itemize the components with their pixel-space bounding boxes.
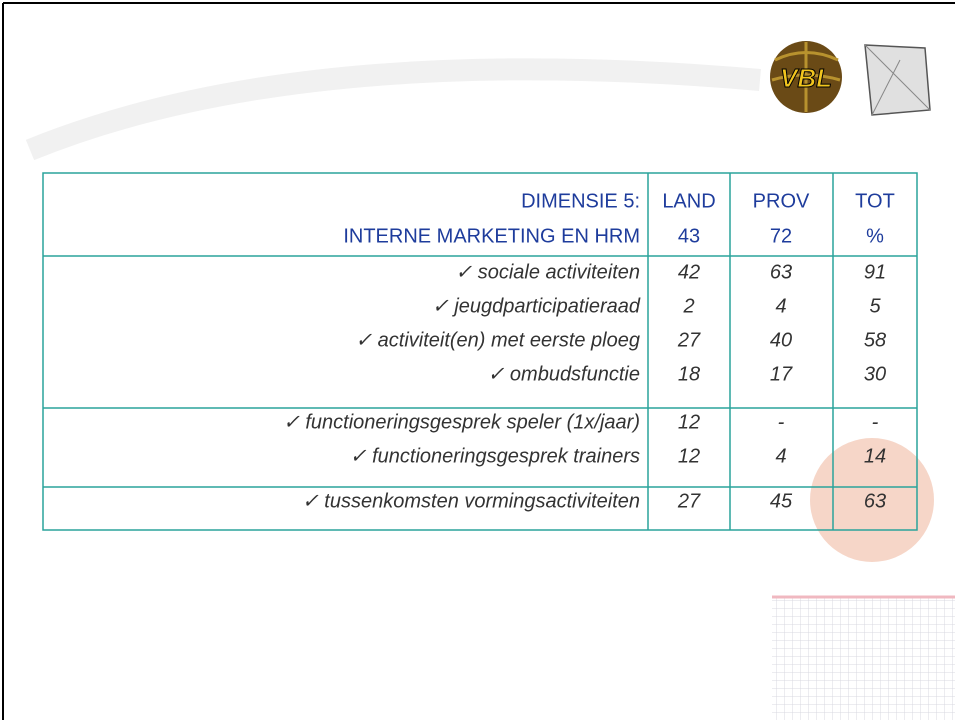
header-cell: PROV (753, 190, 810, 212)
row-cell: 63 (770, 261, 792, 283)
header-cell: 43 (678, 225, 700, 247)
row-cell: 4 (775, 295, 786, 317)
header-cell: LAND (662, 190, 715, 212)
row-cell: 2 (682, 295, 694, 317)
table: DIMENSIE 5: LAND PROV TOT INTERNE MARKETING … (43, 173, 917, 530)
row-cell: 27 (677, 490, 701, 512)
row-cell: 45 (770, 490, 793, 512)
header-cell: INTERNE MARKETING EN HRM (343, 225, 640, 247)
table-border (42, 172, 918, 531)
row-cell: - (872, 411, 879, 433)
row-label: ✓ ombudsfunctie (488, 363, 640, 385)
logo-text: VBL (780, 63, 832, 93)
row-cell: 14 (864, 445, 886, 467)
row-cell: 4 (775, 445, 786, 467)
row-cell: 91 (864, 261, 886, 283)
row-cell: 12 (678, 445, 700, 467)
row-cell: 27 (677, 329, 701, 351)
row-cell: 63 (864, 490, 886, 512)
row-label: ✓ activiteit(en) met eerste ploeg (355, 329, 640, 351)
row-cell: 17 (770, 363, 793, 385)
row-label: ✓ functioneringsgesprek speler (1x/jaar) (283, 411, 640, 433)
row-label: ✓ tussenkomsten vormingsactiviteiten (302, 490, 640, 512)
row-cell: - (778, 411, 785, 433)
row-cell: 58 (864, 329, 886, 351)
row-label: ✓ sociale activiteiten (455, 261, 640, 283)
quality-logo (864, 44, 931, 116)
decor-grid (772, 596, 955, 720)
row-label: ✓ jeugdparticipatieraad (432, 295, 641, 317)
row-cell: 5 (869, 295, 881, 317)
highlight-circle (810, 438, 934, 562)
header-cell: % (866, 225, 884, 247)
decor-arc (25, 58, 761, 161)
row-cell: 18 (678, 363, 700, 385)
vbl-logo: VBL (770, 41, 842, 113)
row-cell: 42 (678, 261, 700, 283)
row-cell: 40 (770, 329, 792, 351)
header-cell: DIMENSIE 5: (521, 190, 640, 212)
row-label: ✓ functioneringsgesprek trainers (350, 445, 640, 467)
header-cell: TOT (855, 190, 895, 212)
header-cell: 72 (770, 225, 792, 247)
row-cell: 12 (678, 411, 700, 433)
row-cell: 30 (864, 363, 886, 385)
